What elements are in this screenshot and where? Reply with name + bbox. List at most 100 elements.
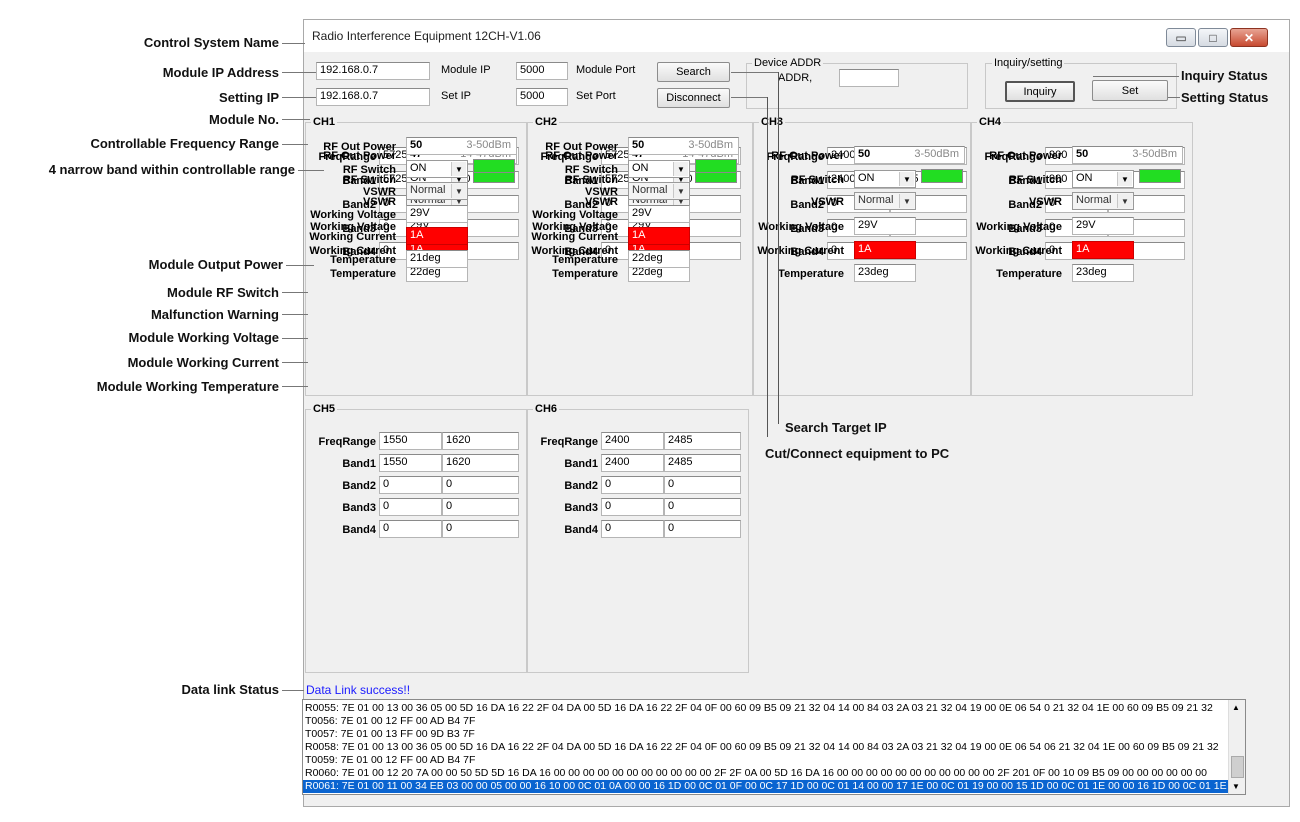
disconnect-button[interactable]: Disconnect	[657, 88, 730, 108]
chevron-down-icon[interactable]: ▼	[1117, 172, 1132, 186]
callout-line	[1093, 76, 1179, 77]
working-voltage-field: 29V	[406, 205, 468, 223]
callout-line	[282, 362, 308, 363]
chevron-down-icon[interactable]: ▼	[451, 162, 466, 176]
chevron-down-icon[interactable]: ▼	[451, 184, 466, 198]
row-label: Working Voltage	[532, 221, 618, 233]
log-scrollbar[interactable]: ▲ ▼	[1228, 700, 1245, 794]
band3-end-input[interactable]: 0	[442, 498, 519, 516]
log-listbox[interactable]: R0055: 7E 01 00 13 00 36 05 00 5D 16 DA …	[302, 699, 1246, 795]
band2-end-input[interactable]: 0	[664, 476, 741, 494]
callout-module-working-voltage: Module Working Voltage	[128, 330, 279, 345]
log-line[interactable]: R0060: 7E 01 00 12 20 7A 00 00 50 5D 5D …	[305, 767, 1207, 779]
row-label: Band2	[342, 199, 376, 211]
row-label: Band1	[564, 458, 598, 470]
scroll-down-arrow-icon[interactable]: ▼	[1232, 782, 1240, 791]
rf-out-power-input[interactable]: 50 3-50dBm	[628, 137, 739, 155]
freq-start-input[interactable]: 1550	[379, 432, 442, 450]
chevron-down-icon[interactable]: ▼	[673, 162, 688, 176]
rf-out-power-input[interactable]: 50 3-50dBm	[854, 146, 965, 164]
chevron-down-icon[interactable]: ▼	[899, 172, 914, 186]
band1-start-input[interactable]: 2400	[601, 454, 664, 472]
vswr-select[interactable]: Normal ▼	[1072, 192, 1134, 210]
device-addr-title: Device ADDR	[752, 57, 824, 69]
callout-line	[282, 690, 304, 691]
working-current-field: 1A	[628, 227, 690, 245]
rf-switch-indicator	[473, 159, 515, 173]
freq-end-input[interactable]: 2485	[664, 432, 741, 450]
chevron-down-icon[interactable]: ▼	[673, 184, 688, 198]
band1-end-input[interactable]: 2485	[664, 454, 741, 472]
log-line[interactable]: R0055: 7E 01 00 13 00 36 05 00 5D 16 DA …	[305, 702, 1213, 714]
row-label: Working Current	[757, 245, 844, 257]
inquiry-button[interactable]: Inquiry	[1005, 81, 1075, 102]
rf-switch-value: ON	[632, 162, 649, 174]
row-label: Band1	[1008, 175, 1042, 187]
window-title: Radio Interference Equipment 12CH-V1.06	[312, 29, 541, 43]
rf-switch-select[interactable]: ON ▼	[406, 160, 468, 178]
power-range-hint: 3-50dBm	[1132, 148, 1177, 160]
scroll-thumb[interactable]	[1231, 756, 1244, 778]
power-range-hint: 3-50dBm	[466, 139, 511, 151]
maximize-button[interactable]: □	[1198, 28, 1228, 47]
band4-start-input[interactable]: 0	[379, 520, 442, 538]
chevron-down-icon[interactable]: ▼	[1117, 194, 1132, 208]
addr-label: ADDR,	[778, 72, 813, 84]
set-button[interactable]: Set	[1092, 80, 1168, 101]
row-label: FreqRange	[318, 436, 376, 448]
channel-title: CH3	[759, 116, 786, 128]
search-button[interactable]: Search	[657, 62, 730, 82]
row-label: RF Out Power	[545, 150, 618, 162]
log-line[interactable]: T0057: 7E 01 00 13 FF 00 9D B3 7F	[305, 728, 475, 740]
row-label: VSWR	[363, 186, 396, 198]
rf-switch-select[interactable]: ON ▼	[1072, 170, 1134, 188]
band1-start-input[interactable]: 1550	[379, 454, 442, 472]
band2-start-input[interactable]: 0	[601, 476, 664, 494]
rf-switch-select[interactable]: ON ▼	[628, 160, 690, 178]
band2-end-input[interactable]: 0	[442, 476, 519, 494]
set-ip-input[interactable]: 192.168.0.7	[316, 88, 430, 106]
band4-end-input[interactable]: 0	[442, 520, 519, 538]
row-label: Band1	[564, 175, 598, 187]
band4-start-input[interactable]: 0	[601, 520, 664, 538]
vswr-select[interactable]: Normal ▼	[406, 182, 468, 200]
log-line[interactable]: R0058: 7E 01 00 13 00 36 05 00 5D 16 DA …	[305, 741, 1219, 753]
rf-out-power-value: 50	[1076, 148, 1089, 160]
scroll-up-arrow-icon[interactable]: ▲	[1232, 703, 1240, 712]
band3-start-input[interactable]: 0	[601, 498, 664, 516]
row-label: FreqRange	[540, 436, 598, 448]
close-button[interactable]: ✕	[1230, 28, 1268, 47]
band3-end-input[interactable]: 0	[664, 498, 741, 516]
row-label: RF Out Power	[545, 141, 618, 153]
vswr-select[interactable]: Normal ▼	[628, 182, 690, 200]
callout-module-ip-address: Module IP Address	[162, 65, 279, 80]
freq-end-input[interactable]: 1620	[442, 432, 519, 450]
row-label: Band4	[342, 246, 376, 258]
chevron-down-icon[interactable]: ▼	[899, 194, 914, 208]
log-line[interactable]: T0056: 7E 01 00 12 FF 00 AD B4 7F	[305, 715, 476, 727]
addr-input[interactable]	[839, 69, 899, 87]
channel-panel-6: CH6 FreqRange 2400 2485 Band1 2400 2485 Band2 0 0…	[527, 137, 749, 673]
band1-end-input[interactable]: 1620	[442, 454, 519, 472]
log-line[interactable]: T0059: 7E 01 00 12 FF 00 AD B4 7F	[305, 754, 476, 766]
row-label: Band4	[1008, 246, 1042, 258]
callout-line	[778, 72, 779, 424]
freq-start-input[interactable]: 2400	[601, 432, 664, 450]
rf-out-power-input[interactable]: 50 3-50dBm	[406, 137, 517, 155]
vswr-select[interactable]: Normal ▼	[854, 192, 916, 210]
log-line-selected[interactable]: R0061: 7E 01 00 11 00 34 EB 03 00 00 05 …	[303, 780, 1230, 793]
band3-start-input[interactable]: 0	[379, 498, 442, 516]
rf-switch-select[interactable]: ON ▼	[854, 170, 916, 188]
callout-line	[282, 292, 308, 293]
rf-out-power-value: 50	[632, 139, 645, 151]
row-label: Band4	[790, 246, 824, 258]
band4-end-input[interactable]: 0	[664, 520, 741, 538]
band2-start-input[interactable]: 0	[379, 476, 442, 494]
temperature-field: 21deg	[406, 250, 468, 268]
row-label: Band1	[342, 175, 376, 187]
minimize-button[interactable]: ▭	[1166, 28, 1196, 47]
module-port-input[interactable]: 5000	[516, 62, 568, 80]
set-port-input[interactable]: 5000	[516, 88, 568, 106]
rf-out-power-input[interactable]: 50 3-50dBm	[1072, 146, 1183, 164]
module-ip-input[interactable]: 192.168.0.7	[316, 62, 430, 80]
